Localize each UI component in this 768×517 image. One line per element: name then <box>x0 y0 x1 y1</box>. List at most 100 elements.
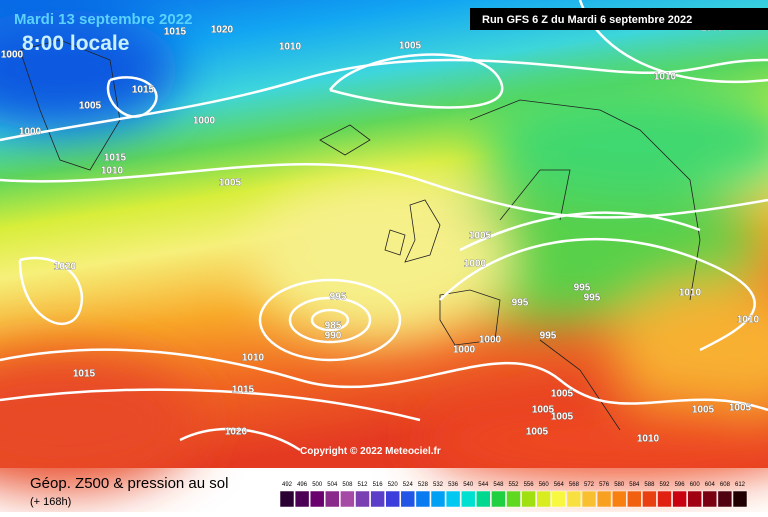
legend-swatch <box>642 490 657 508</box>
legend-swatch <box>279 490 295 508</box>
legend-label: 512 <box>357 482 368 488</box>
legend-label: 500 <box>312 482 323 488</box>
coastlines <box>19 39 701 431</box>
legend-label: 508 <box>342 482 353 488</box>
isobar-label: 1015 <box>132 85 155 96</box>
isobar-label: 1010 <box>279 42 302 53</box>
footer-subtitle: (+ 168h) <box>30 496 71 508</box>
legend-swatch <box>581 490 597 508</box>
legend-swatch <box>355 490 370 508</box>
legend-swatch <box>732 490 748 508</box>
legend-swatch <box>400 490 416 508</box>
isobar-label: 1010 <box>637 434 660 445</box>
isobar-label: 1005 <box>551 412 574 423</box>
isobar-label: 1005 <box>79 101 102 112</box>
legend-swatch <box>521 490 536 508</box>
isobar-label: 995 <box>330 292 347 303</box>
isobar-label: 1005 <box>399 41 422 52</box>
isobar-label: 1000 <box>1 50 24 61</box>
isobar-label: 1015 <box>232 385 255 396</box>
isobar-label: 1005 <box>692 405 715 416</box>
legend-swatch <box>340 490 355 508</box>
isobar-label: 995 <box>540 331 557 342</box>
legend-label: 548 <box>493 482 504 488</box>
legend-label: 584 <box>629 482 640 488</box>
isobar-label: 990 <box>325 331 342 342</box>
isobar-label: 1010 <box>679 288 702 299</box>
legend-swatch <box>596 490 612 508</box>
legend-label: 492 <box>282 482 293 488</box>
legend-swatch <box>506 490 521 508</box>
legend-label: 604 <box>705 482 716 488</box>
legend-swatch <box>702 490 718 508</box>
isobar-label: 1005 <box>532 405 555 416</box>
legend-label: 608 <box>720 482 731 488</box>
isobar-label: 1015 <box>164 27 187 38</box>
legend-label: 516 <box>373 482 384 488</box>
legend-label: 580 <box>614 482 625 488</box>
isobar-label: 1005 <box>219 178 242 189</box>
legend-label: 592 <box>659 482 670 488</box>
color-legend: 492 496 500 504 508 512 516 520 524 528 532 536 540 5… <box>279 482 748 508</box>
legend-swatch <box>657 490 672 508</box>
legend-label: 572 <box>584 482 595 488</box>
legend-swatch <box>566 490 582 508</box>
legend-label: 564 <box>554 482 565 488</box>
legend-label: 568 <box>569 482 580 488</box>
isobars <box>0 0 768 450</box>
isobar-label: 1000 <box>19 127 42 138</box>
legend-swatch <box>385 490 400 508</box>
legend-swatch <box>627 490 642 508</box>
isobar-label: 1015 <box>73 369 96 380</box>
legend-label: 540 <box>463 482 474 488</box>
run-box <box>470 8 768 30</box>
legend-label: 560 <box>539 482 550 488</box>
legend-swatch <box>294 490 310 508</box>
isobar-label: 1005 <box>526 427 549 438</box>
legend-swatch <box>717 490 733 508</box>
legend-label: 612 <box>735 482 746 488</box>
isobar-label: 1015 <box>104 153 127 164</box>
legend-swatch <box>687 490 702 508</box>
isobar-label: 1010 <box>737 315 760 326</box>
legend-swatch <box>551 490 567 508</box>
date: Mardi 13 septembre 2022 <box>14 11 192 28</box>
legend-label: 520 <box>388 482 399 488</box>
isobar-label: 995 <box>512 298 529 309</box>
time: 8:00 locale <box>22 32 129 55</box>
isobar-label: 1000 <box>479 335 502 346</box>
legend-swatch <box>672 490 687 508</box>
color-fields <box>0 10 768 490</box>
legend-label: 576 <box>599 482 610 488</box>
legend-label: 524 <box>403 482 414 488</box>
isobar-label: 985 <box>325 321 342 332</box>
isobar-label: 1000 <box>193 116 216 127</box>
isobar-label: 1010 <box>101 166 124 177</box>
legend-label: 496 <box>297 482 308 488</box>
isobar-label: 1010 <box>242 353 265 364</box>
isobar-label: 1020 <box>211 25 234 36</box>
isobar-label: 1005 <box>551 389 574 400</box>
isobar-label: 1000 <box>453 345 476 356</box>
legend-swatch <box>491 490 506 508</box>
legend-label: 532 <box>433 482 444 488</box>
legend-label: 556 <box>524 482 535 488</box>
legend-label: 596 <box>675 482 686 488</box>
run-info: Run GFS 6 Z du Mardi 6 septembre 2022 <box>482 14 692 26</box>
legend-label: 544 <box>478 482 489 488</box>
isobar-label: 1000 <box>464 259 487 270</box>
isobar-label: 1020 <box>225 427 248 438</box>
isobar-label: 995 <box>574 283 591 294</box>
legend-swatch <box>309 490 325 508</box>
legend-label: 504 <box>327 482 338 488</box>
copyright: Copyright © 2022 Meteociel.fr <box>300 446 441 457</box>
legend-swatch <box>325 490 340 508</box>
legend-swatch <box>445 490 461 508</box>
footer-title: Géop. Z500 & pression au sol <box>30 475 228 492</box>
legend-label: 600 <box>690 482 701 488</box>
legend-label: 552 <box>508 482 519 488</box>
legend-swatch <box>370 490 385 508</box>
